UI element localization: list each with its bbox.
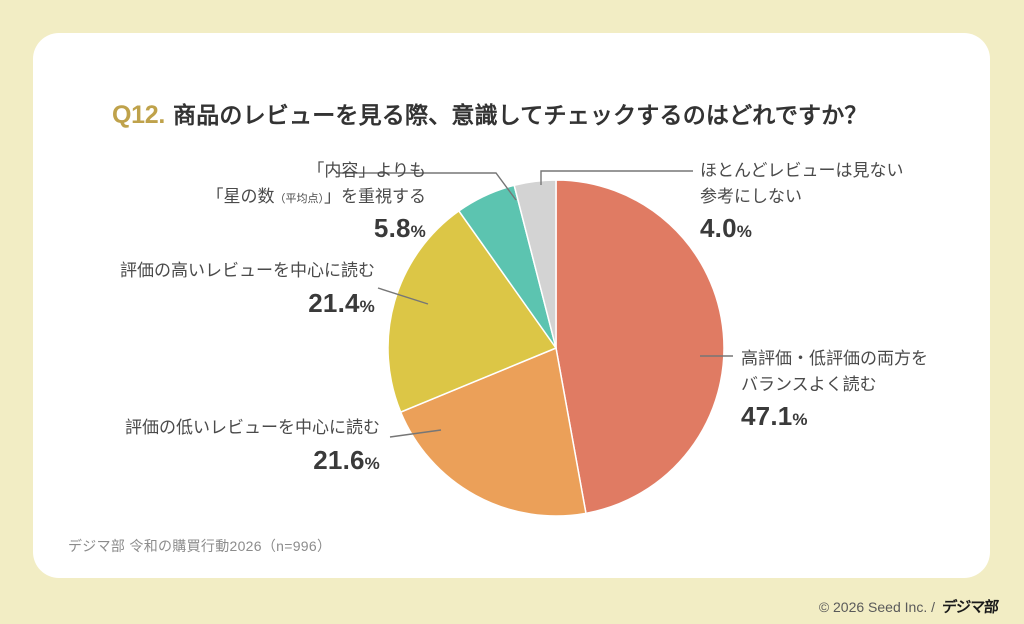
question-number: Q12. [112,101,165,129]
callout-low-pct-unit: % [364,453,380,473]
callout-star-line1: 「内容」よりも [307,161,426,180]
callout-star: 「内容」よりも 「星の数（平均点）」を重視する 5.8% [178,158,427,248]
callout-none-pct: 4.0% [700,213,752,243]
callout-balance-pct-unit: % [792,410,808,429]
callout-star-line2: 「星の数（平均点）」を重視する [178,184,427,210]
callout-star-line2-a: 「星の数 [206,186,275,206]
callout-none-line1: ほとんどレビューは見ない [700,161,904,180]
callout-balance: 高評価・低評価の両方を バランスよく読む 47.1% [741,346,1021,436]
page-title: Q12. 商品のレビューを見る際、意識してチェックするのはどれですか？ [112,96,868,130]
callout-none-pct-unit: % [736,222,753,241]
callout-star-line2-sub: （平均点） [274,192,325,205]
callout-none-pct-value: 4.0 [700,213,737,243]
callout-none: ほとんどレビューは見ない 参考にしない 4.0% [700,158,1000,248]
callout-high-pct-unit: % [359,296,375,316]
callout-low: 評価の低いレビューを中心に読む 21.6% [95,415,380,480]
copyright-text: © 2026 Seed Inc. / [818,598,935,615]
callout-high-pct-value: 21.4 [308,287,360,318]
callout-star-pct: 5.8% [374,213,426,243]
question-text: 商品のレビューを見る際、意識してチェックするのはどれですか？ [173,102,868,128]
callout-star-line2-b: 」を重視する [324,186,426,206]
callout-high-pct: 21.4% [308,288,375,318]
callout-balance-pct-value: 47.1 [741,401,793,431]
callout-high-line1: 評価の高いレビューを中心に読む [120,261,375,280]
source-note: デジマ部 令和の購買行動2026（n=996） [68,538,332,554]
callout-star-pct-unit: % [410,222,426,241]
callout-balance-pct: 47.1% [741,401,808,431]
callout-none-line2: 参考にしない [700,186,802,206]
callout-high: 評価の高いレビューを中心に読む 21.4% [75,258,375,323]
callout-low-pct: 21.6% [313,445,380,475]
callout-star-pct-value: 5.8 [373,213,411,243]
copyright-row: © 2026 Seed Inc. / デジマ部 [818,596,999,617]
brand-logo: デジマ部 [940,598,999,616]
callout-low-pct-value: 21.6 [313,444,365,475]
callout-low-line1: 評価の低いレビューを中心に読む [125,418,380,437]
callout-balance-line1: 高評価・低評価の両方を [741,349,928,368]
callout-balance-line2: バランスよく読む [741,374,877,394]
